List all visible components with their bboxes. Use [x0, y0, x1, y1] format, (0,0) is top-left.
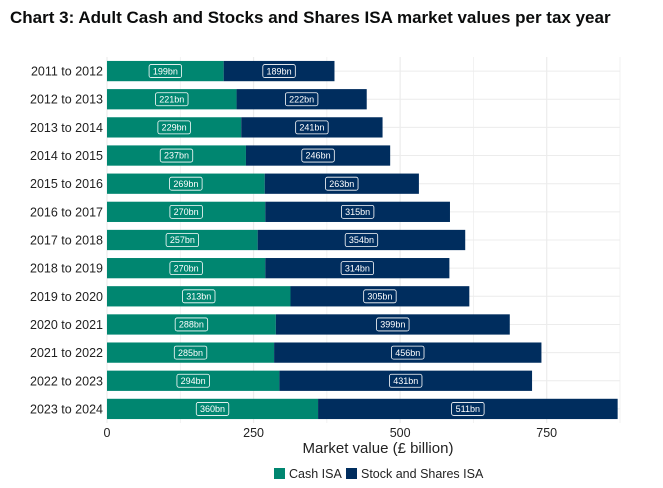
data-label: 241bn [299, 123, 324, 133]
data-label: 314bn [345, 263, 370, 273]
category-label: 2019 to 2020 [30, 290, 103, 304]
data-label-box [301, 148, 335, 163]
legend-label: Cash ISA [289, 467, 342, 481]
data-label-box [157, 120, 191, 135]
data-label: 221bn [159, 94, 184, 104]
data-label: 305bn [367, 292, 392, 302]
data-label: 257bn [170, 235, 195, 245]
category-label: 2021 to 2022 [30, 346, 103, 360]
category-label: 2022 to 2023 [30, 374, 103, 388]
data-labels: 199bn 189bn 221bn 222bn 229bn 241bn 237bn 246bn… [148, 64, 485, 416]
data-label-box [451, 402, 485, 416]
data-label: 285bn [178, 348, 203, 358]
data-label: 270bn [174, 263, 199, 273]
data-label: 229bn [162, 123, 187, 133]
data-label: 456bn [395, 348, 420, 358]
category-label: 2012 to 2013 [30, 93, 103, 107]
data-label: 431bn [393, 376, 418, 386]
data-label: 189bn [267, 66, 292, 76]
legend: Cash ISA Stock and Shares ISA [274, 467, 484, 481]
data-label-box [389, 373, 423, 388]
data-label-box [173, 345, 208, 360]
category-label: 2014 to 2015 [30, 149, 103, 163]
x-tick-label: 250 [243, 426, 264, 440]
data-label: 288bn [179, 320, 204, 330]
data-label-box [325, 176, 359, 191]
data-label-box [363, 289, 397, 304]
data-label-box [340, 204, 375, 219]
data-label-box [262, 64, 296, 78]
category-label: 2020 to 2021 [30, 318, 103, 332]
data-label-box [174, 317, 209, 332]
data-label: 222bn [289, 94, 314, 104]
chart-title: Chart 3: Adult Cash and Stocks and Share… [10, 8, 611, 27]
data-label-box [169, 261, 203, 276]
data-label-box [195, 402, 230, 416]
data-label-box [344, 233, 379, 247]
category-label: 2016 to 2017 [30, 205, 103, 219]
data-label-box [295, 120, 329, 135]
category-label: 2017 to 2018 [30, 234, 103, 248]
legend-item-cash-isa: Cash ISA [274, 467, 342, 481]
category-label: 2023 to 2024 [30, 402, 103, 416]
data-label-box [148, 64, 182, 78]
data-label: 313bn [186, 292, 211, 302]
data-label: 354bn [349, 235, 374, 245]
data-label-box [176, 373, 210, 388]
legend-swatch [274, 468, 285, 479]
legend-label: Stock and Shares ISA [361, 467, 484, 481]
category-label: 2018 to 2019 [30, 262, 103, 276]
data-label: 237bn [164, 151, 189, 161]
legend-item-stocks-shares-isa: Stock and Shares ISA [346, 467, 484, 481]
legend-swatch [346, 468, 357, 479]
data-label-box [391, 345, 425, 360]
category-label: 2013 to 2014 [30, 121, 103, 135]
category-label: 2015 to 2016 [30, 177, 103, 191]
data-label: 246bn [306, 151, 331, 161]
category-label: 2011 to 2012 [31, 65, 103, 79]
x-axis-label: Market value (£ billion) [303, 440, 454, 457]
x-tick-label: 0 [104, 426, 111, 440]
data-label-box [155, 92, 189, 107]
data-label-box [182, 289, 216, 304]
data-label: 269bn [173, 179, 198, 189]
data-label: 199bn [153, 66, 178, 76]
category-labels: 2011 to 2012 2012 to 2013 2013 to 2014 2014… [30, 65, 103, 417]
data-label: 399bn [380, 320, 405, 330]
data-label-box [169, 204, 203, 219]
data-label-box [376, 317, 410, 332]
data-label-box [159, 148, 194, 163]
data-label: 263bn [329, 179, 354, 189]
data-label: 511bn [456, 404, 480, 414]
x-tick-labels: 0 250 500 750 [104, 426, 558, 440]
x-tick-label: 750 [536, 426, 557, 440]
data-label: 294bn [181, 376, 206, 386]
data-label: 270bn [174, 207, 199, 217]
x-tick-label: 500 [390, 426, 411, 440]
data-label: 315bn [345, 207, 370, 217]
data-label: 360bn [200, 404, 225, 414]
data-label-box [284, 92, 319, 107]
data-label-box [165, 233, 199, 247]
data-label-box [169, 176, 203, 191]
data-label-box [340, 261, 374, 276]
